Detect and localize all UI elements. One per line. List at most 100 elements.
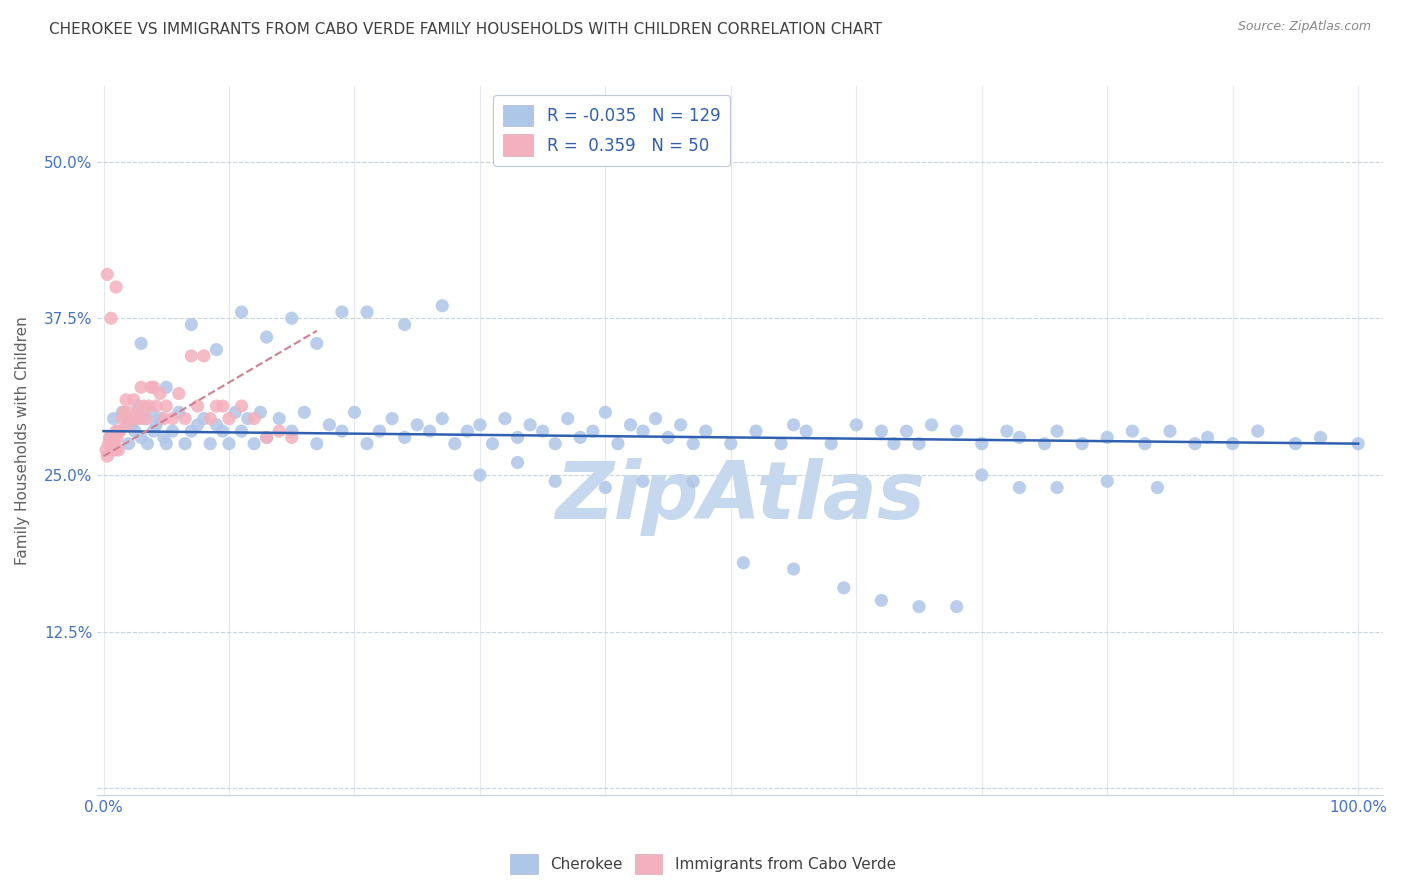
Point xyxy=(595,481,617,495)
Point xyxy=(481,436,503,450)
Point xyxy=(394,430,416,444)
Point xyxy=(187,399,209,413)
Point xyxy=(544,436,567,450)
Point xyxy=(468,417,491,432)
Point xyxy=(720,436,742,450)
Point xyxy=(127,405,149,419)
Point xyxy=(745,424,768,438)
Point xyxy=(167,386,190,401)
Point xyxy=(145,399,167,413)
Point xyxy=(432,411,454,425)
Point xyxy=(141,380,163,394)
Point xyxy=(870,424,893,438)
Point xyxy=(368,424,391,438)
Point xyxy=(305,336,328,351)
Point xyxy=(105,280,128,294)
Point xyxy=(782,417,804,432)
Point xyxy=(456,424,478,438)
Point xyxy=(870,593,893,607)
Point xyxy=(606,436,628,450)
Point xyxy=(557,411,579,425)
Legend: R = -0.035   N = 129, R =  0.359   N = 50: R = -0.035 N = 129, R = 0.359 N = 50 xyxy=(494,95,730,166)
Point xyxy=(619,417,641,432)
Point xyxy=(136,436,159,450)
Point xyxy=(111,411,134,425)
Point xyxy=(330,424,353,438)
Point xyxy=(1146,481,1168,495)
Point xyxy=(108,424,131,438)
Point xyxy=(180,318,202,332)
Point xyxy=(1133,436,1156,450)
Point xyxy=(174,411,197,425)
Point xyxy=(155,399,177,413)
Point xyxy=(280,311,302,326)
Point xyxy=(970,468,993,483)
Point xyxy=(97,436,120,450)
Point xyxy=(128,399,150,413)
Point xyxy=(794,424,817,438)
Point xyxy=(669,417,692,432)
Point xyxy=(243,411,266,425)
Point xyxy=(236,411,259,425)
Point xyxy=(187,417,209,432)
Point xyxy=(657,430,679,444)
Point xyxy=(883,436,905,450)
Point xyxy=(569,430,592,444)
Point xyxy=(124,424,146,438)
Legend: Cherokee, Immigrants from Cabo Verde: Cherokee, Immigrants from Cabo Verde xyxy=(505,848,901,880)
Point xyxy=(101,436,124,450)
Point xyxy=(100,311,122,326)
Point xyxy=(506,430,529,444)
Point xyxy=(142,424,165,438)
Point xyxy=(945,424,967,438)
Point xyxy=(945,599,967,614)
Point xyxy=(820,436,842,450)
Point xyxy=(152,411,174,425)
Point xyxy=(231,305,253,319)
Point xyxy=(103,411,125,425)
Point xyxy=(155,380,177,394)
Point xyxy=(152,430,174,444)
Point xyxy=(544,475,567,489)
Point xyxy=(419,424,441,438)
Point xyxy=(129,336,152,351)
Point xyxy=(198,436,221,450)
Point xyxy=(256,430,278,444)
Point xyxy=(269,424,291,438)
Point xyxy=(162,424,184,438)
Point xyxy=(180,424,202,438)
Point xyxy=(443,436,465,450)
Point xyxy=(112,405,135,419)
Point xyxy=(129,380,152,394)
Point xyxy=(107,442,129,457)
Point xyxy=(1309,430,1331,444)
Point xyxy=(132,411,155,425)
Point xyxy=(1284,436,1306,450)
Point xyxy=(468,468,491,483)
Point xyxy=(174,436,197,450)
Point xyxy=(330,305,353,319)
Point xyxy=(107,424,129,438)
Point xyxy=(921,417,943,432)
Point xyxy=(269,411,291,425)
Point xyxy=(406,417,429,432)
Point xyxy=(970,436,993,450)
Point xyxy=(115,392,138,407)
Point xyxy=(995,424,1018,438)
Point xyxy=(198,411,221,425)
Point xyxy=(96,268,118,282)
Point xyxy=(256,330,278,344)
Point xyxy=(782,562,804,576)
Point xyxy=(141,405,163,419)
Point xyxy=(224,405,246,419)
Point xyxy=(908,436,931,450)
Point xyxy=(356,436,378,450)
Point xyxy=(631,424,654,438)
Point xyxy=(205,399,228,413)
Point xyxy=(1097,475,1119,489)
Point xyxy=(381,411,404,425)
Point xyxy=(318,417,340,432)
Point xyxy=(343,405,366,419)
Text: Source: ZipAtlas.com: Source: ZipAtlas.com xyxy=(1237,20,1371,33)
Point xyxy=(305,436,328,450)
